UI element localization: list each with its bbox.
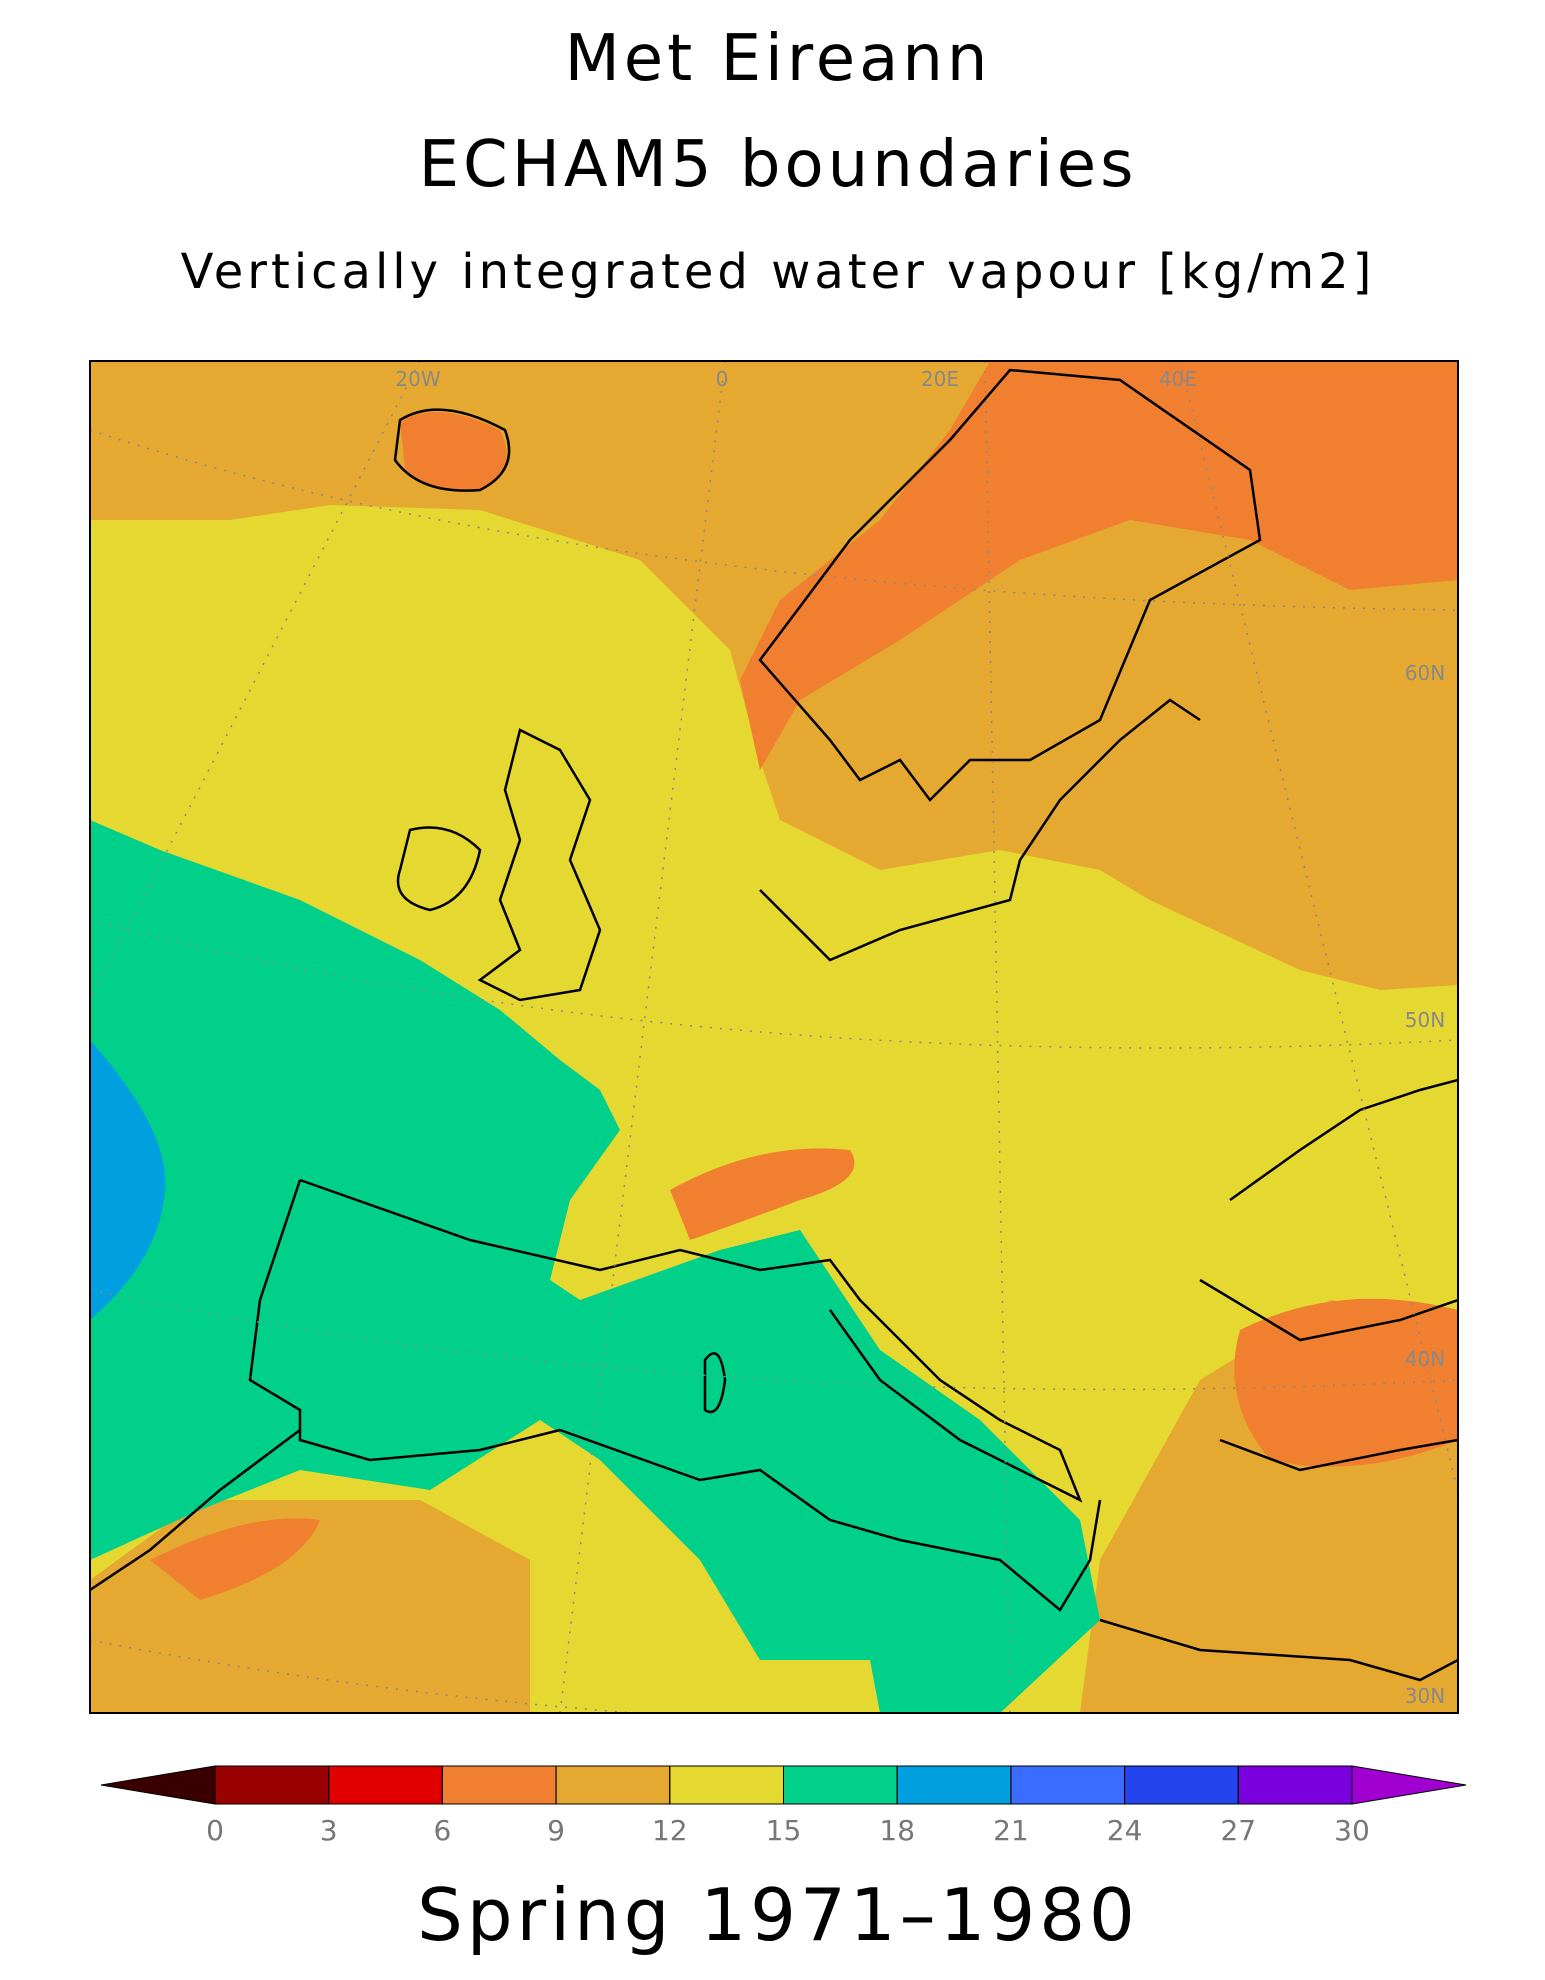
field-orange-alps (670, 1148, 855, 1240)
colorbar-tick-label: 18 (879, 1814, 915, 1847)
field-orange-iceland (400, 412, 507, 491)
map-label: 30N (1405, 1684, 1445, 1708)
map-label: 40E (1159, 367, 1197, 391)
colorbar-bin (669, 1765, 784, 1805)
colorbar-tick-label: 9 (547, 1814, 565, 1847)
map-frame (89, 360, 1459, 1714)
colorbar-tick-label: 27 (1220, 1814, 1256, 1847)
colorbar-bin (328, 1765, 443, 1805)
colorbar-bin (441, 1765, 557, 1805)
colorbar-tick-label: 21 (993, 1814, 1029, 1847)
subtitle: ECHAM5 boundaries (419, 128, 1138, 202)
colorbar-bin (1010, 1765, 1126, 1805)
coastlines (90, 368, 1458, 1682)
field-green (90, 820, 1100, 1713)
field-orange-north (740, 361, 1458, 770)
colorbar-tick-label: 0 (206, 1814, 224, 1847)
title: Met Eireann (565, 22, 992, 96)
colorbar-bin (783, 1765, 898, 1805)
colorbar-tick-label: 24 (1107, 1814, 1143, 1847)
map-label: 20E (921, 367, 959, 391)
map-label: 0 (716, 367, 729, 391)
colorbar-tick-label: 3 (320, 1814, 338, 1847)
variable-title: Vertically integrated water vapour [kg/m… (181, 244, 1376, 300)
graticule (90, 361, 1458, 1713)
field-blue (90, 1040, 166, 1320)
colorbar-bin (1124, 1765, 1239, 1805)
field-orange-atlas (150, 1518, 320, 1600)
colorbar-tick-label: 30 (1334, 1814, 1370, 1847)
map-label: 50N (1405, 1008, 1445, 1032)
colorbar-bin (896, 1765, 1012, 1805)
colorbar-tick-label: 6 (433, 1814, 451, 1847)
caption: Spring 1971–1980 (417, 1873, 1139, 1957)
colorbar-arrow-high (1351, 1765, 1467, 1805)
colorbar-tick-label: 12 (652, 1814, 688, 1847)
colorbar-arrow-low (100, 1765, 216, 1805)
colorbar-bin (214, 1765, 330, 1805)
map-label: 40N (1405, 1347, 1445, 1371)
colorbar-bin (1237, 1765, 1353, 1805)
map-label: 20W (395, 367, 440, 391)
colorbar-tick-label: 15 (766, 1814, 802, 1847)
field-orange-turkey (1234, 1298, 1458, 1467)
colorbar-bin (555, 1765, 671, 1805)
map-label: 60N (1405, 661, 1445, 685)
map-field (90, 361, 1458, 1713)
